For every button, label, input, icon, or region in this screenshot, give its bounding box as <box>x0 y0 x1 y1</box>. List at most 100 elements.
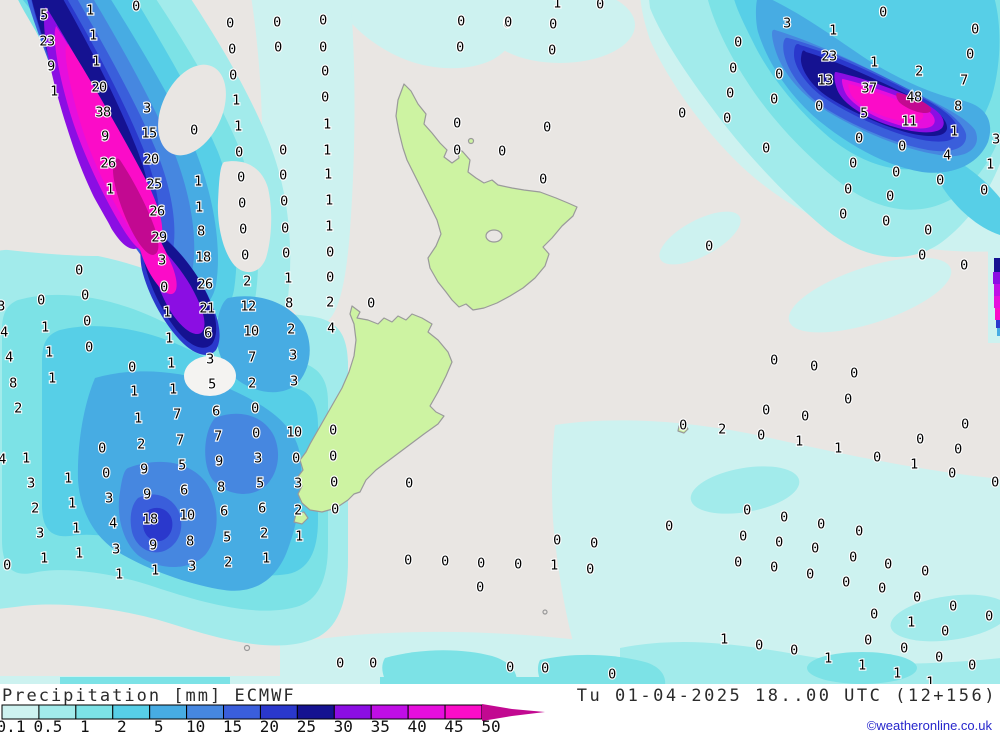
precip-value: 0 <box>280 194 288 210</box>
precip-value: 0 <box>279 168 287 184</box>
precip-value: 5 <box>223 530 231 546</box>
precip-value: 5 <box>178 458 186 474</box>
precip-value: 0 <box>924 223 932 239</box>
precip-value: 0 <box>770 353 778 369</box>
precip-value: 0 <box>549 17 557 33</box>
precip-value: 0 <box>739 529 747 545</box>
legend-tick-labels: 0.1 0.5 1 2 5 10 15 20 25 30 35 40 45 50 <box>0 717 501 733</box>
precip-value: 8 <box>217 480 225 496</box>
precip-value: 1 <box>324 167 332 183</box>
precip-value: 1 <box>72 521 80 537</box>
precip-value: 0 <box>498 144 506 160</box>
precip-value: 0 <box>132 0 140 15</box>
precip-value: 0 <box>608 667 616 683</box>
precip-value: 18 <box>195 250 211 266</box>
precip-value: 3 <box>158 253 166 269</box>
right-edge-precip-sliver <box>993 258 1000 336</box>
precip-value: 10 <box>179 508 195 524</box>
precip-value: 1 <box>834 441 842 457</box>
precip-value: 0 <box>239 222 247 238</box>
precip-value: 0 <box>329 423 337 439</box>
precip-value: 1 <box>163 305 171 321</box>
precip-value: 1 <box>165 331 173 347</box>
precip-value: 0 <box>743 503 751 519</box>
precip-value: 1 <box>40 551 48 567</box>
precip-value: 2 <box>31 501 39 517</box>
precip-value: 48 <box>906 90 922 106</box>
precip-value: 3 <box>206 352 214 368</box>
precip-value: 0 <box>980 183 988 199</box>
precip-value: 1 <box>829 23 837 39</box>
legend-tick: 0.5 <box>33 717 62 733</box>
precip-value: 0 <box>936 173 944 189</box>
precip-value: 6 <box>220 504 228 520</box>
precip-value: 0 <box>274 40 282 56</box>
precip-value: 18 <box>142 512 158 528</box>
precip-value: 1 <box>910 457 918 473</box>
precip-value: 0 <box>921 564 929 580</box>
precip-value: 1 <box>824 651 832 667</box>
legend-tick: 40 <box>407 717 426 733</box>
copyright-link[interactable]: ©weatheronline.co.uk <box>867 718 993 733</box>
precip-value: 0 <box>235 145 243 161</box>
precip-value: 0 <box>228 42 236 58</box>
legend-tick: 45 <box>444 717 463 733</box>
precip-value: 0 <box>282 246 290 262</box>
precip-value: 1 <box>262 551 270 567</box>
precip-value: 2 <box>14 401 22 417</box>
precip-value: 0 <box>810 359 818 375</box>
new-zealand-land <box>243 83 689 652</box>
precip-value: 7 <box>248 350 256 366</box>
legend-tick: 0.1 <box>0 717 25 733</box>
chatham-island <box>677 424 689 434</box>
precip-value: 25 <box>146 177 162 193</box>
precip-value: 23 <box>821 49 837 65</box>
precip-value: 1 <box>325 219 333 235</box>
precip-value: 0 <box>548 43 556 59</box>
precip-value: 0 <box>780 510 788 526</box>
precip-value: 1 <box>232 93 240 109</box>
precip-value: 3 <box>289 348 297 364</box>
precip-value: 0 <box>941 624 949 640</box>
precip-value: 10 <box>286 425 302 441</box>
precip-value: 7 <box>960 73 968 89</box>
precip-value: 0 <box>326 270 334 286</box>
precip-value: 0 <box>961 417 969 433</box>
precip-value: 1 <box>48 371 56 387</box>
precip-value: 2 <box>915 64 923 80</box>
precip-value: 0 <box>102 466 110 482</box>
legend-tick: 35 <box>371 717 390 733</box>
precip-value: 5 <box>208 377 216 393</box>
precip-value: 26 <box>100 156 116 172</box>
precip-value: 0 <box>886 189 894 205</box>
precip-value: 0 <box>882 214 890 230</box>
precip-value: 2 <box>718 422 726 438</box>
precip-value: 15 <box>141 126 157 142</box>
precip-value: 0 <box>273 15 281 31</box>
precip-value: 38 <box>95 105 111 121</box>
precip-value: 3 <box>27 476 35 492</box>
precip-value: 0 <box>916 432 924 448</box>
precip-value: 0 <box>954 442 962 458</box>
precip-value: 0 <box>319 13 327 29</box>
footer: Precipitation [mm] ECMWF Tu 01-04-2025 1… <box>0 684 1000 733</box>
precip-value: 1 <box>323 117 331 133</box>
precip-value: 0 <box>367 296 375 312</box>
precip-value: 1 <box>92 54 100 70</box>
precip-value: 1 <box>950 124 958 140</box>
precip-value: 0 <box>971 22 979 38</box>
precip-value: 1 <box>986 157 994 173</box>
precip-value: 0 <box>75 263 83 279</box>
precip-value: 5 <box>40 8 48 24</box>
precip-value: 0 <box>884 557 892 573</box>
precip-value: 0 <box>160 280 168 296</box>
precip-value: 12 <box>240 299 255 315</box>
precip-value: 0 <box>898 139 906 155</box>
precip-value: 2 <box>248 376 256 392</box>
precip-value: 1 <box>115 567 123 583</box>
precip-value: 1 <box>234 119 242 135</box>
precip-value: 4 <box>327 321 335 337</box>
precip-value: 6 <box>180 483 188 499</box>
precip-value: 1 <box>75 546 83 562</box>
